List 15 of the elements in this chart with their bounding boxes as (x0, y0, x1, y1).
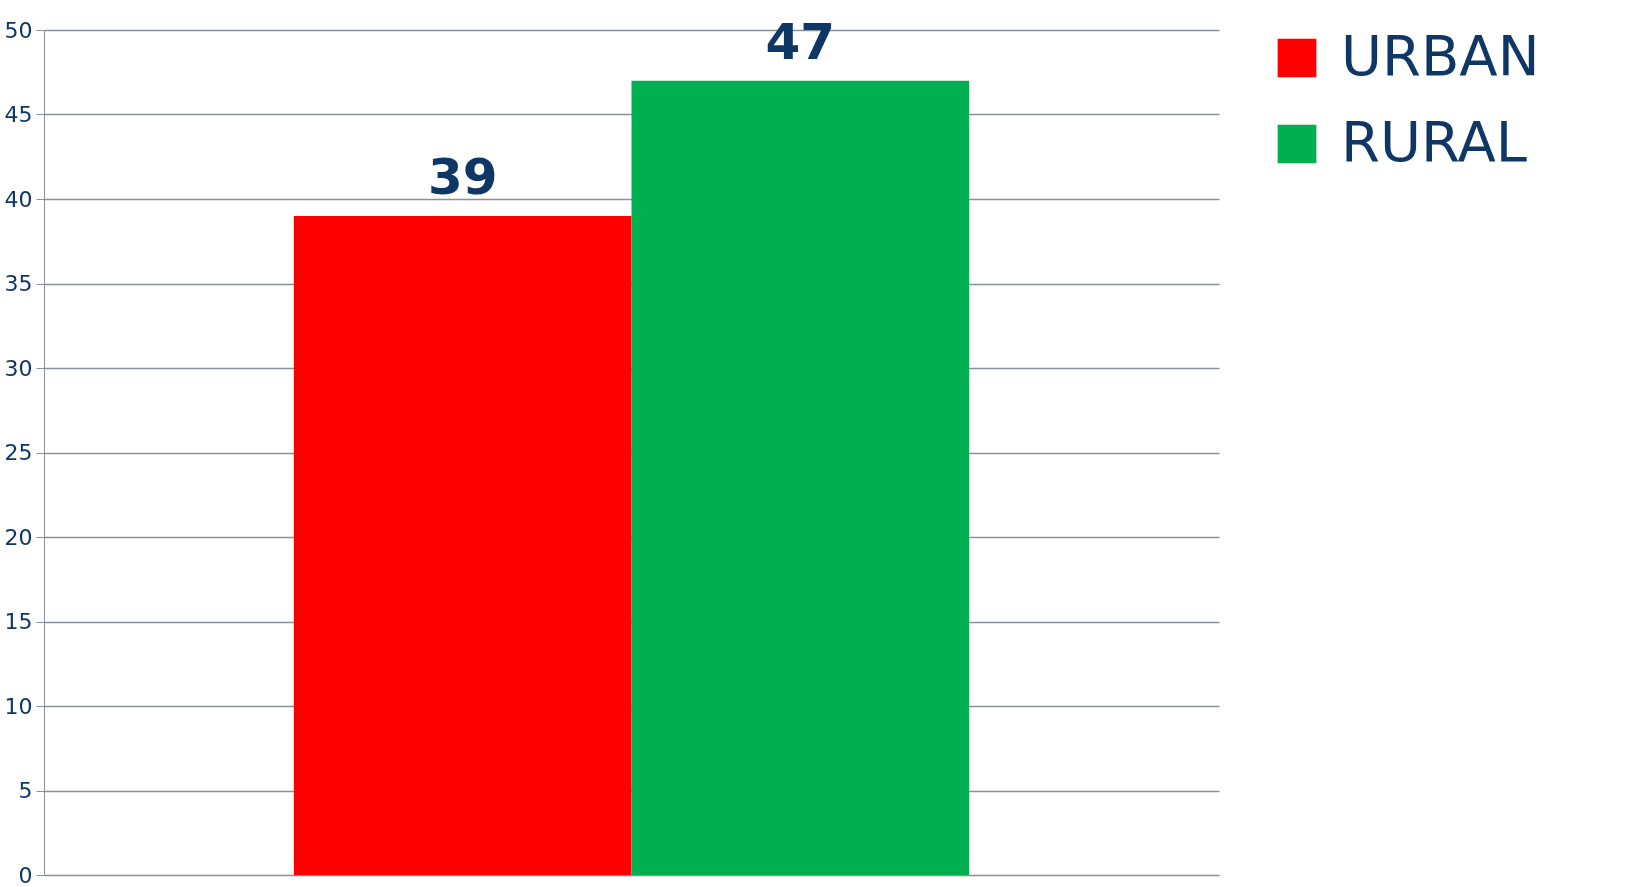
y-tick-label: 25 (4, 440, 33, 465)
y-tick-label: 45 (4, 102, 33, 127)
data-label: 47 (765, 12, 836, 71)
y-tick-label: 50 (4, 17, 33, 43)
y-tick-label: 20 (4, 524, 33, 550)
y-tick-label: 30 (4, 355, 33, 381)
legend-label: URBAN (1341, 23, 1540, 88)
legend-label: RURAL (1341, 109, 1528, 174)
y-tick-label: 0 (18, 862, 33, 887)
y-tick-label: 35 (4, 271, 33, 296)
data-label: 39 (427, 147, 498, 206)
y-tick-label: 15 (4, 609, 33, 634)
y-tick-label: 5 (18, 778, 33, 803)
y-tick-label: 10 (4, 693, 33, 719)
y-tick-label: 40 (4, 186, 33, 212)
